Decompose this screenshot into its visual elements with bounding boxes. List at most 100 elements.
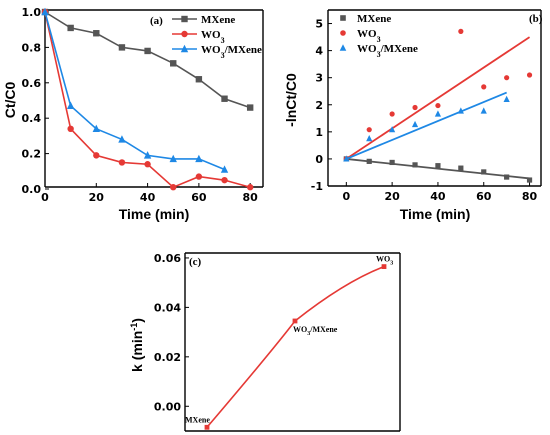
x-tick-label: 80 <box>243 191 259 204</box>
fit-line-WO3 <box>345 36 531 160</box>
y-tick-label: 0.00 <box>154 400 181 413</box>
panel-c-chart: 0.00 0.02 0.04 0.06 MXene WO3/MXene WO3 (c) k… <box>129 252 401 432</box>
data-point-WO3/MXene <box>480 107 487 114</box>
k-curve <box>206 265 385 428</box>
data-point-MXene <box>221 95 228 102</box>
y-tick-label: 0.4 <box>22 112 42 125</box>
data-point-MXene <box>170 60 177 67</box>
data-point-WO3/MXene <box>343 155 350 162</box>
data-point-WO3/MXene <box>220 165 229 173</box>
data-point-WO3/MXene <box>366 135 373 142</box>
legend-marker <box>180 44 189 53</box>
legend-label: WO3/MXene <box>201 44 262 60</box>
legend-label: WO3 <box>357 28 381 44</box>
category-label: WO3 <box>376 255 393 267</box>
y-tick-label: 2 <box>315 99 323 112</box>
legend-marker <box>340 30 346 36</box>
x-tick-label: 0 <box>41 191 49 204</box>
legend-label: MXene <box>201 14 235 26</box>
x-tick-label: 60 <box>191 191 207 204</box>
x-tick-label: 60 <box>476 190 492 203</box>
y-tick-label: 0.8 <box>22 41 42 54</box>
legend-label: MXene <box>357 13 391 25</box>
data-point-WO3 <box>170 184 177 191</box>
y-axis-label-a: Ct/C0 <box>2 82 18 119</box>
x-tick-label: 40 <box>430 190 446 203</box>
data-point-WO3 <box>458 28 464 34</box>
data-point-WO3/MXene <box>411 120 419 128</box>
y-tick-label: 1.0 <box>22 6 42 19</box>
data-point-WO3 <box>221 176 228 184</box>
data-point-MXene <box>204 424 210 430</box>
legend-label: WO3 <box>201 29 225 45</box>
data-point-MXene <box>435 163 441 169</box>
data-point-WO3 <box>144 161 151 168</box>
x-tick-label: 80 <box>522 190 538 203</box>
data-point-WO3 <box>526 72 533 78</box>
y-tick-label: -1 <box>311 180 323 193</box>
y-tick-label: 0.06 <box>154 252 181 265</box>
y-tick-label: 0.0 <box>22 183 42 196</box>
data-point-MXene <box>481 169 487 175</box>
data-point-WO3 <box>118 159 126 166</box>
legend-marker <box>340 15 346 21</box>
data-point-WO3/MXene <box>41 7 49 16</box>
data-point-WO3/MXene <box>503 95 510 102</box>
data-point-WO3 <box>389 111 395 117</box>
panel-label-a: (a) <box>150 15 163 27</box>
data-point-WO3/MXene <box>389 126 396 133</box>
data-point-MXene <box>504 174 510 180</box>
legend-marker <box>339 44 347 51</box>
data-point-MXene <box>93 30 100 37</box>
panel-a-chart: 0 20 40 60 80 0.0 0.2 0.4 0.6 0.8 1.0 (a) MXene WO3… <box>2 6 264 222</box>
data-point-MXene <box>195 76 203 83</box>
x-tick-label: 20 <box>384 190 400 203</box>
y-tick-label: 1 <box>315 126 323 139</box>
data-point-MXene <box>118 44 126 51</box>
data-point-WO3/MXene <box>292 318 298 324</box>
y-axis-label-c: k (min-1) <box>129 318 145 372</box>
y-tick-label: 3 <box>315 72 323 85</box>
data-point-WO3 <box>412 104 418 111</box>
y-tick-label: 5 <box>315 18 323 31</box>
y-axis-label-b: -lnCt/C0 <box>283 73 299 127</box>
data-point-WO3/MXene <box>195 154 203 163</box>
data-point-MXene <box>526 177 533 183</box>
data-point-WO3 <box>481 84 487 90</box>
y-tick-label: 0.04 <box>154 301 181 314</box>
data-point-WO3/MXene <box>118 135 126 143</box>
category-label: WO3/MXene <box>293 325 338 337</box>
x-tick-label: 20 <box>89 191 105 204</box>
data-point-MXene <box>144 47 151 55</box>
data-point-MXene <box>458 165 464 171</box>
legend-marker <box>181 15 188 23</box>
panel-label-c: (c) <box>189 256 202 268</box>
data-point-WO3 <box>435 102 441 109</box>
data-point-WO3 <box>504 75 510 81</box>
data-point-MXene <box>366 158 372 164</box>
category-label: MXene <box>185 415 210 424</box>
data-point-WO3/MXene <box>457 107 464 114</box>
panel-label-b: (b) <box>529 13 543 25</box>
fit-line-MXene <box>346 158 530 180</box>
data-point-WO3/MXene <box>66 101 75 110</box>
data-point-WO3 <box>246 184 254 191</box>
series-line-WO3/MXene <box>44 11 225 171</box>
y-tick-label: 0.2 <box>22 148 42 161</box>
data-point-MXene <box>67 24 74 32</box>
legend-marker <box>181 30 188 38</box>
legend-label: WO3/MXene <box>357 43 418 59</box>
data-point-MXene <box>246 104 254 111</box>
y-tick-label: 0 <box>315 153 323 166</box>
x-axis-label-a: Time (min) <box>119 206 190 222</box>
data-point-WO3 <box>67 125 74 133</box>
data-point-WO3/MXene <box>434 110 442 117</box>
x-tick-label: 40 <box>140 191 156 204</box>
data-point-WO3 <box>93 152 100 159</box>
data-point-WO3 <box>195 173 203 180</box>
data-point-MXene <box>412 162 418 168</box>
data-point-WO3 <box>381 264 387 269</box>
data-point-WO3/MXene <box>92 124 100 133</box>
y-tick-label: 4 <box>315 45 323 58</box>
